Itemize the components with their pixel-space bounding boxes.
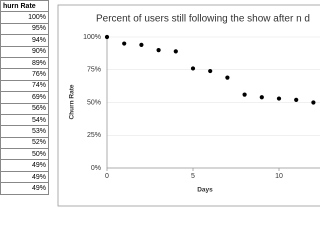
chart-frame bbox=[57, 4, 320, 207]
data-point bbox=[294, 97, 299, 102]
data-point bbox=[208, 68, 213, 74]
table-row: 94% bbox=[0, 34, 49, 47]
table-row: 49% bbox=[0, 182, 49, 195]
data-table: hurn Rate 100% 95% 94% 90% 89% 76% 74% 69% 56% 54… bbox=[0, 0, 49, 195]
data-point bbox=[122, 41, 127, 46]
data-point bbox=[156, 48, 161, 53]
y-tick-label: 50% bbox=[87, 99, 101, 106]
y-tick-label: 100% bbox=[83, 34, 101, 41]
screenshot: hurn Rate 100% 95% 94% 90% 89% 76% 74% 69% 56% 54… bbox=[0, 0, 320, 207]
table-cell: 49% bbox=[0, 182, 49, 195]
data-point bbox=[242, 92, 247, 97]
y-axis-label: Churn Rate bbox=[69, 84, 76, 119]
data-point bbox=[311, 100, 316, 105]
y-tick-label: 0% bbox=[91, 165, 101, 172]
table-row: 95% bbox=[0, 22, 49, 36]
table-cell: 95% bbox=[0, 22, 49, 36]
x-tick-label: 0 bbox=[105, 173, 109, 180]
table-cell: 54% bbox=[0, 113, 49, 127]
table-cell: 50% bbox=[0, 148, 49, 161]
x-axis-label: Days bbox=[197, 187, 213, 194]
table-row: 54% bbox=[0, 113, 49, 127]
data-point bbox=[139, 42, 144, 47]
chart-title: Percent of users still following the sho… bbox=[96, 14, 310, 25]
data-point bbox=[190, 66, 196, 71]
chart: Percent of users still following the sho… bbox=[57, 4, 320, 207]
data-point bbox=[259, 95, 264, 100]
x-tick-label: 5 bbox=[191, 173, 195, 180]
table-cell: 90% bbox=[0, 45, 49, 58]
x-tick-label: 10 bbox=[275, 173, 283, 180]
table-body: hurn Rate 100% 95% 94% 90% 89% 76% 74% 69% 56% 54… bbox=[0, 0, 49, 195]
data-point bbox=[276, 96, 282, 101]
y-tick-label: 25% bbox=[87, 132, 101, 139]
table-row: 50% bbox=[0, 148, 49, 161]
data-point bbox=[225, 75, 230, 80]
y-tick-label: 75% bbox=[87, 67, 101, 74]
table-row: 90% bbox=[0, 45, 49, 58]
table-cell: 94% bbox=[0, 34, 49, 47]
data-point bbox=[173, 49, 178, 54]
data-point bbox=[104, 34, 110, 40]
